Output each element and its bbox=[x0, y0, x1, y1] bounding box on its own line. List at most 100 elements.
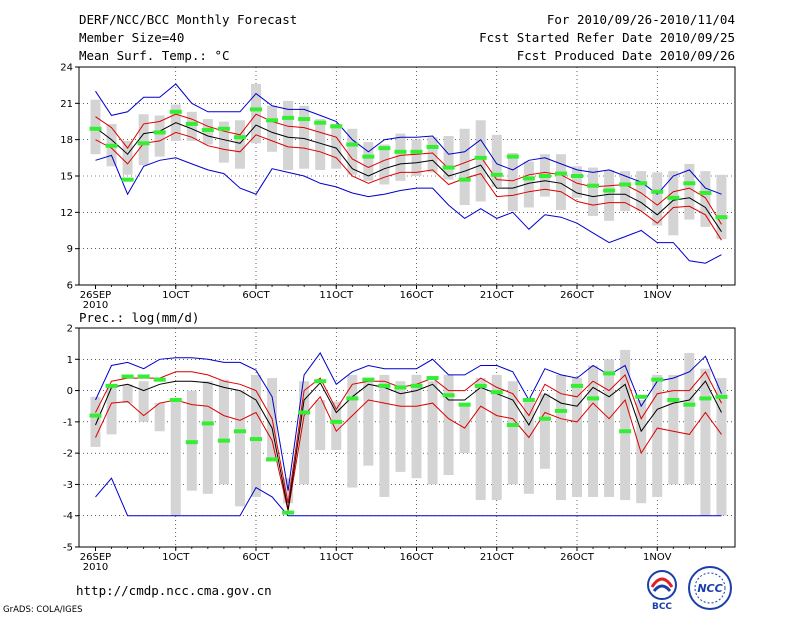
observed-marker bbox=[217, 126, 230, 131]
min-series-line bbox=[95, 477, 722, 517]
observed-marker bbox=[635, 394, 648, 399]
x-tick-label: 1OCT bbox=[162, 552, 190, 563]
precipitation-frame bbox=[78, 327, 736, 548]
member-range-box bbox=[604, 359, 615, 497]
observed-marker bbox=[330, 124, 343, 129]
y-tick-label: 21 bbox=[60, 99, 73, 110]
x-tick-label: 16OCT bbox=[400, 290, 435, 301]
member-range-box bbox=[299, 381, 310, 485]
observed-marker bbox=[603, 371, 616, 376]
observed-marker bbox=[571, 174, 583, 178]
member-range-box bbox=[234, 120, 245, 169]
observed-marker bbox=[506, 154, 519, 159]
observed-marker bbox=[442, 393, 455, 398]
observed-marker bbox=[458, 402, 471, 407]
observed-marker bbox=[715, 394, 728, 399]
observed-marker bbox=[314, 379, 327, 384]
observed-marker bbox=[266, 118, 279, 123]
x-tick-label: 21OCT bbox=[480, 552, 515, 563]
observed-marker bbox=[410, 383, 423, 388]
forecast-period: For 2010/09/26-2010/11/04 bbox=[546, 12, 735, 27]
y-tick-label: 6 bbox=[67, 281, 73, 292]
member-range-box bbox=[572, 378, 582, 497]
member-range-box bbox=[716, 378, 727, 516]
x-tick-label: 26SEP bbox=[80, 290, 111, 301]
x-tick-label: 1NOV bbox=[643, 290, 672, 301]
observed-marker bbox=[587, 183, 600, 188]
observed-marker bbox=[362, 377, 375, 382]
observed-marker bbox=[330, 419, 343, 424]
observed-marker bbox=[635, 181, 648, 186]
observed-marker bbox=[282, 115, 295, 120]
observed-marker bbox=[442, 165, 455, 170]
member-range-box bbox=[363, 378, 374, 466]
observed-marker bbox=[169, 109, 182, 114]
member-range-box bbox=[475, 378, 486, 501]
observed-marker bbox=[346, 396, 359, 401]
member-range-box bbox=[411, 374, 422, 479]
chart-title: DERF/NCC/BCC Monthly Forecast bbox=[79, 12, 298, 27]
member-range-box bbox=[652, 374, 663, 497]
ensemble-mean-line bbox=[95, 380, 722, 510]
observed-marker bbox=[89, 126, 102, 131]
member-range-box bbox=[588, 365, 599, 497]
member-range-box bbox=[218, 379, 229, 485]
observed-marker bbox=[538, 174, 551, 178]
observed-marker bbox=[137, 141, 150, 146]
y-tick-label: 18 bbox=[60, 135, 73, 146]
member-range-box bbox=[186, 111, 197, 141]
member-range-box bbox=[555, 374, 566, 501]
source-url[interactable]: http://cmdp.ncc.cma.gov.cn bbox=[76, 583, 272, 598]
member-range-box bbox=[154, 403, 165, 432]
observed-marker bbox=[651, 377, 664, 382]
variable-label: Mean Surf. Temp.: °C bbox=[79, 48, 230, 63]
member-range-box bbox=[154, 115, 165, 157]
bcc-logo-icon: BCC bbox=[647, 570, 677, 611]
member-range-box bbox=[90, 396, 101, 447]
member-range-box bbox=[138, 381, 149, 422]
observed-marker bbox=[266, 457, 279, 462]
member-range-box bbox=[491, 374, 502, 501]
member-range-box bbox=[138, 114, 149, 166]
upper-series-line bbox=[95, 113, 722, 225]
observed-marker bbox=[699, 396, 712, 401]
observed-marker bbox=[410, 149, 423, 154]
observed-marker bbox=[346, 142, 359, 147]
member-range-box bbox=[684, 353, 695, 485]
lower-series-line bbox=[95, 131, 722, 241]
observed-marker bbox=[185, 121, 198, 126]
y-tick-label: 9 bbox=[67, 244, 73, 255]
member-range-box bbox=[700, 171, 711, 227]
observed-marker bbox=[554, 408, 567, 413]
member-range-box bbox=[267, 105, 278, 152]
y-tick-label: -3 bbox=[63, 480, 73, 491]
member-range-box bbox=[523, 161, 534, 208]
precip-panel-title: Prec.: log(mm/d) bbox=[79, 310, 199, 325]
x-tick-label: 11OCT bbox=[319, 552, 354, 563]
upper-series-line bbox=[95, 370, 722, 504]
member-range-box bbox=[668, 171, 679, 236]
max-series-line bbox=[95, 352, 722, 491]
member-range-box bbox=[122, 384, 133, 404]
observed-marker bbox=[683, 402, 696, 407]
x-tick-label: 16OCT bbox=[400, 552, 435, 563]
member-range-box bbox=[588, 167, 599, 216]
y-tick-label: 1 bbox=[67, 355, 73, 366]
observed-marker bbox=[153, 130, 166, 135]
observed-marker bbox=[105, 143, 118, 148]
observed-marker bbox=[490, 172, 503, 177]
member-size: Member Size=40 bbox=[79, 30, 185, 45]
observed-marker bbox=[651, 189, 664, 194]
observed-marker bbox=[201, 421, 214, 426]
observed-marker bbox=[362, 154, 375, 159]
grads-credit: GrADS: COLA/IGES bbox=[3, 605, 83, 615]
observed-marker bbox=[474, 383, 487, 388]
x-tick-label: 26OCT bbox=[560, 552, 595, 563]
ncc-logo-label: NCC bbox=[697, 582, 722, 595]
x-tick-label: 1OCT bbox=[162, 290, 190, 301]
member-range-box bbox=[668, 374, 679, 485]
y-tick-label: -1 bbox=[63, 417, 73, 428]
member-range-box bbox=[106, 387, 117, 435]
member-range-box bbox=[443, 136, 454, 180]
member-range-box bbox=[620, 349, 631, 501]
